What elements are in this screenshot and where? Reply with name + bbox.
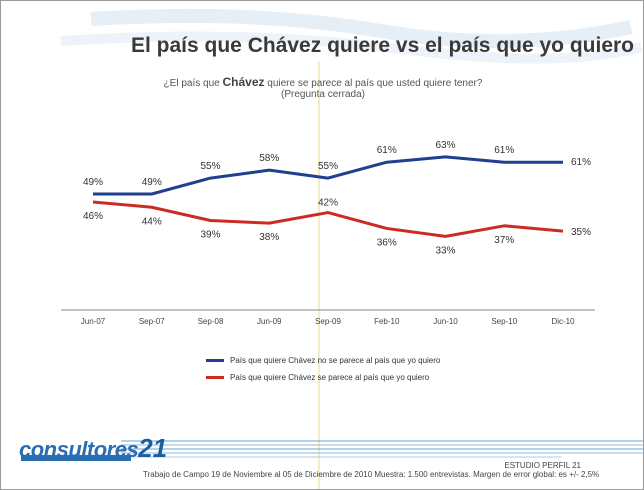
x-tick-label: Sep-07 <box>139 317 165 326</box>
fieldwork-footnote: Trabajo de Campo 19 de Noviembre al 05 d… <box>143 470 600 479</box>
consultores21-logo: consultores21 <box>19 433 167 464</box>
data-label-no-se-parece: 61% <box>494 145 514 156</box>
question-emphasis: Chávez <box>222 75 265 89</box>
data-label-no-se-parece: 49% <box>83 177 103 188</box>
legend-item-se-parece: País que quiere Chávez se parece al país… <box>206 369 440 386</box>
chart-legend: País que quiere Chávez no se parece al p… <box>206 352 440 386</box>
line-chart: Jun-07 Sep-07 Sep-08 Jun-09 Sep-09 Feb-10 Jun-… <box>61 140 595 326</box>
legend-item-no-se-parece: País que quiere Chávez no se parece al p… <box>206 352 440 369</box>
data-label-se-parece: 44% <box>142 216 162 227</box>
x-tick-label: Sep-09 <box>315 317 341 326</box>
data-label-no-se-parece: 55% <box>318 161 338 172</box>
x-tick-label: Sep-08 <box>198 317 224 326</box>
x-tick-label: Sep-10 <box>491 317 517 326</box>
x-tick-label: Jun-09 <box>257 317 282 326</box>
data-label-no-se-parece: 49% <box>142 177 162 188</box>
x-tick-label: Jun-10 <box>433 317 458 326</box>
data-label-no-se-parece: 61% <box>571 157 591 168</box>
logo-tagline-bar <box>21 455 131 461</box>
data-label-no-se-parece: 58% <box>259 153 279 164</box>
data-label-se-parece: 33% <box>435 245 455 256</box>
data-label-se-parece: 36% <box>377 237 397 248</box>
x-tick-label: Jun-07 <box>81 317 106 326</box>
data-label-se-parece: 35% <box>571 227 591 238</box>
legend-label-no-se-parece: País que quiere Chávez no se parece al p… <box>230 356 441 365</box>
data-label-se-parece: 42% <box>318 198 338 209</box>
data-label-se-parece: 37% <box>494 235 514 246</box>
data-label-no-se-parece: 55% <box>200 161 220 172</box>
series-line-no-se-parece <box>93 155 563 196</box>
legend-label-se-parece: País que quiere Chávez se parece al país… <box>230 373 430 382</box>
question-subtitle: (Pregunta cerrada) <box>281 89 365 100</box>
series-line-se-parece <box>92 200 564 238</box>
question-prefix: ¿El país que <box>163 78 223 89</box>
data-label-no-se-parece: 63% <box>435 140 455 151</box>
data-label-se-parece: 39% <box>200 230 220 241</box>
legend-swatch-blue <box>206 359 224 362</box>
question-text: ¿El país que Chávez quiere se parece al … <box>1 75 643 90</box>
data-label-se-parece: 38% <box>259 232 279 243</box>
data-label-se-parece: 46% <box>83 211 103 222</box>
x-tick-label: Dic-10 <box>551 317 575 326</box>
page-title: El país que Chávez quiere vs el país que… <box>131 34 634 57</box>
question-suffix: quiere se parece al país que usted quier… <box>264 78 483 89</box>
logo-number: 21 <box>138 433 168 463</box>
x-tick-label: Feb-10 <box>374 317 400 326</box>
legend-swatch-red <box>206 376 224 379</box>
data-label-no-se-parece: 61% <box>377 145 397 156</box>
studio-label: ESTUDIO PERFIL 21 <box>504 461 581 470</box>
